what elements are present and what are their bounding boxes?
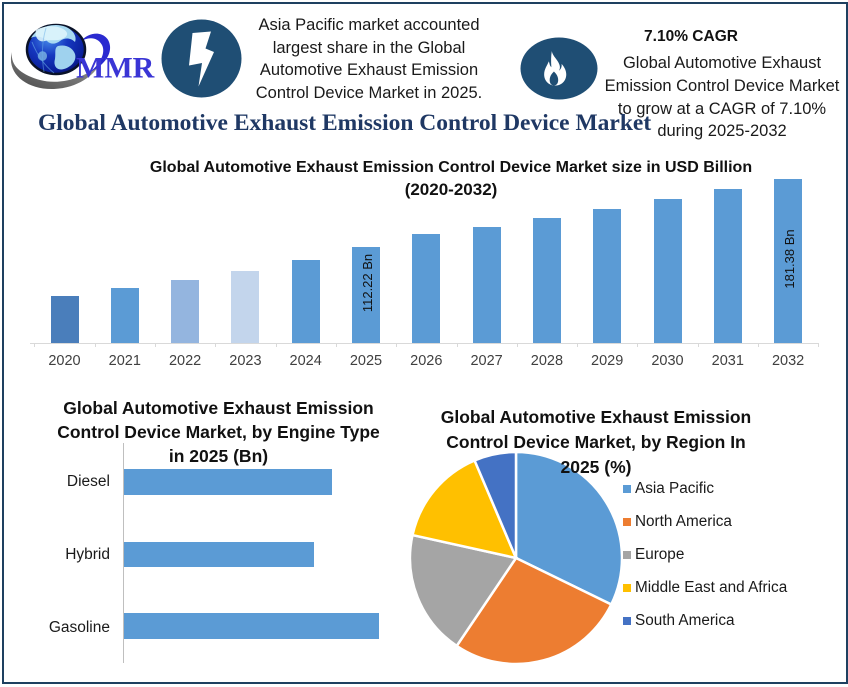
svg-text:MMR: MMR	[76, 52, 155, 85]
